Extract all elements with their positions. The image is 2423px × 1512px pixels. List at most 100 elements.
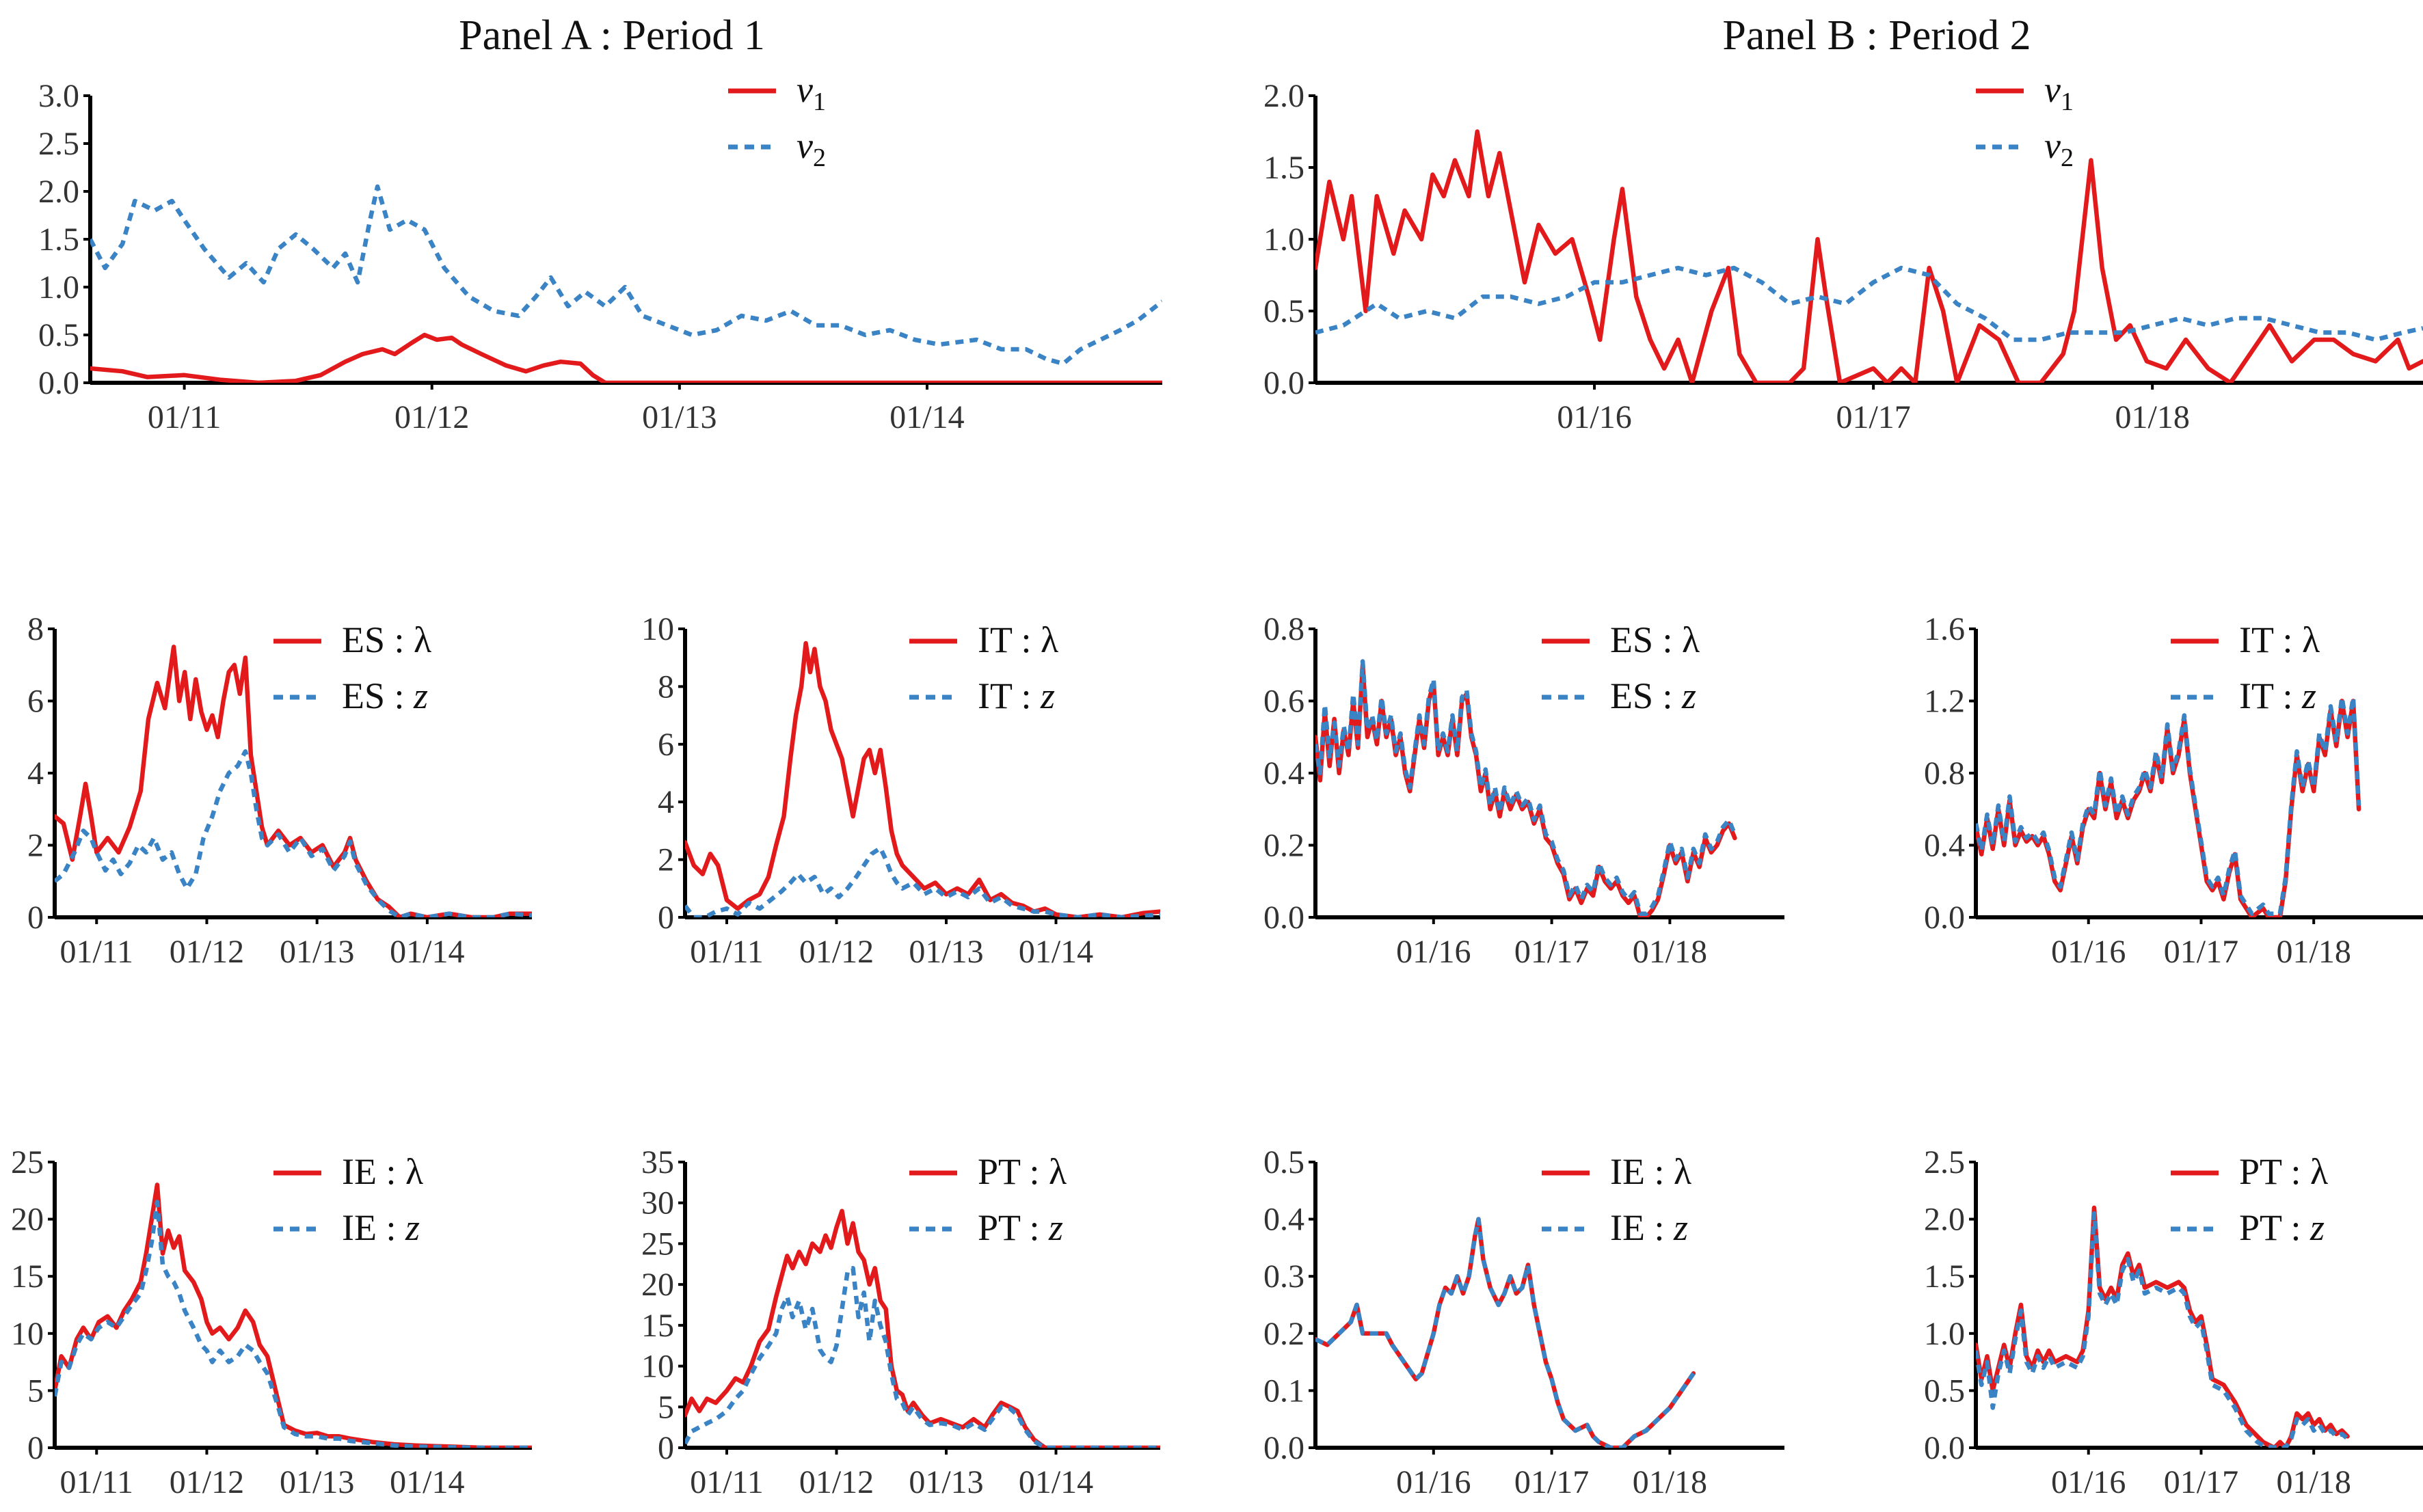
x-tick-label: 01/12	[799, 1464, 874, 1500]
y-tick-label: 10	[11, 1316, 44, 1352]
series-line-red	[55, 1183, 532, 1448]
x-tick-label: 01/11	[148, 399, 222, 435]
y-tick-label: 0.5	[38, 317, 79, 353]
legend-label: v2	[796, 125, 826, 172]
legend-label: PT : z	[2239, 1207, 2325, 1248]
y-tick-label: 1.0	[38, 269, 79, 306]
y-tick-label: 0.0	[1263, 1430, 1304, 1466]
y-tick-label: 1.5	[1924, 1258, 1965, 1295]
legend-item: PT : z	[909, 1207, 1063, 1248]
y-tick-label: 10	[641, 1349, 674, 1385]
series-line-blue	[1315, 659, 1737, 916]
x-tick-label: 01/17	[1514, 934, 1589, 970]
series-line-blue	[1315, 1217, 1696, 1448]
y-tick-label: 1.0	[1924, 1316, 1965, 1352]
y-tick-label: 2.0	[1924, 1202, 1965, 1238]
series-line-red	[685, 1209, 1160, 1448]
legend-label: IE : λ	[342, 1151, 423, 1192]
x-tick-label: 01/17	[2164, 934, 2238, 970]
series-line-blue	[685, 1266, 1160, 1448]
y-tick-label: 2.0	[1263, 78, 1304, 114]
x-tick-label: 01/14	[390, 1464, 464, 1500]
x-tick-label: 01/16	[1557, 399, 1631, 435]
y-tick-label: 2	[27, 828, 44, 864]
y-tick-label: 0.8	[1924, 755, 1965, 792]
legend-label: v1	[2044, 69, 2074, 116]
y-tick-label: 2.5	[1924, 1144, 1965, 1180]
x-tick-label: 01/16	[2051, 934, 2126, 970]
y-tick-label: 0.4	[1263, 1202, 1304, 1238]
legend-item: IE : λ	[273, 1151, 423, 1192]
legend-item: IE : z	[273, 1207, 420, 1248]
legend-label: v1	[796, 69, 826, 116]
y-tick-label: 1.5	[38, 221, 79, 258]
series-line-blue	[90, 184, 1162, 366]
series-line-blue	[685, 846, 1160, 917]
series-line-red	[55, 645, 532, 917]
x-tick-label: 01/13	[280, 1464, 354, 1500]
y-tick-label: 1.5	[1263, 150, 1304, 186]
y-tick-label: 0	[658, 900, 674, 936]
x-tick-label: 01/18	[1633, 1464, 1707, 1500]
series-line-red	[90, 332, 1162, 383]
x-tick-label: 01/13	[280, 934, 354, 970]
y-tick-label: 0.6	[1263, 684, 1304, 720]
chart-b_es: 0.0 0.2 0.4 0.6 0.8 01/16 01/17 01/18 ES : λ ES :…	[1263, 611, 1784, 970]
y-tick-label: 4	[27, 755, 44, 792]
y-tick-label: 20	[641, 1267, 674, 1303]
chart-a_it: 0 2 4 6 8 10 01/11 01/12 01/13 01/14 IT : λ IT : z	[641, 611, 1160, 970]
y-tick-label: 0.2	[1263, 1316, 1304, 1352]
legend-label: IE : z	[342, 1207, 420, 1248]
chart-b_it: 0.0 0.4 0.8 1.2 1.6 01/16 01/17 01/18 IT : λ IT :…	[1924, 611, 2423, 970]
legend-item: IE : λ	[1542, 1151, 1691, 1192]
legend-item: v1	[1976, 69, 2074, 116]
y-tick-label: 3.0	[38, 78, 79, 114]
y-tick-label: 25	[11, 1144, 44, 1180]
chart-b_top: 0.0 0.5 1.0 1.5 2.0 01/16 01/17 01/18 v1 v2	[1263, 69, 2423, 435]
chart-a_ie: 0 5 10 15 20 25 01/11 01/12 01/13 01/14 IE : λ IE :…	[11, 1144, 532, 1500]
y-tick-label: 15	[641, 1308, 674, 1344]
x-tick-label: 01/17	[1514, 1464, 1589, 1500]
legend-item: IT : λ	[909, 619, 1058, 660]
y-tick-label: 0.5	[1924, 1373, 1965, 1409]
y-tick-label: 0.4	[1263, 755, 1304, 792]
x-tick-label: 01/16	[2051, 1464, 2126, 1500]
x-tick-label: 01/17	[2164, 1464, 2238, 1500]
x-tick-label: 01/18	[2115, 399, 2190, 435]
legend-label: IE : λ	[1610, 1151, 1691, 1192]
legend-label: ES : z	[1610, 675, 1696, 716]
y-tick-label: 10	[641, 611, 674, 647]
y-tick-label: 2	[658, 842, 674, 878]
legend-item: v2	[728, 125, 826, 172]
legend-label: IE : z	[1610, 1207, 1688, 1248]
y-tick-label: 0	[27, 900, 44, 936]
x-tick-label: 01/14	[889, 399, 964, 435]
legend-label: PT : λ	[978, 1151, 1067, 1192]
legend-item: ES : λ	[1542, 619, 1700, 660]
chart-b_pt: 0.0 0.5 1.0 1.5 2.0 2.5 01/16 01/17 01/18 PT : λ P…	[1924, 1144, 2423, 1500]
panel-b-title: Panel B : Period 2	[1722, 12, 2031, 59]
y-tick-label: 0.5	[1263, 293, 1304, 329]
series-line-blue	[55, 1200, 532, 1448]
series-line-blue	[1976, 1211, 2349, 1448]
y-tick-label: 0.0	[1263, 365, 1304, 401]
y-tick-label: 0.4	[1924, 828, 1965, 864]
x-tick-label: 01/11	[59, 934, 133, 970]
y-tick-label: 0.0	[38, 365, 79, 401]
legend-item: IT : z	[909, 675, 1055, 716]
legend-item: ES : λ	[273, 619, 431, 660]
chart-a_top: 0.0 0.5 1.0 1.5 2.0 2.5 3.0 01/11 01/12 01/13 01/1…	[38, 69, 1162, 435]
y-tick-label: 2.5	[38, 126, 79, 162]
legend-item: PT : λ	[2171, 1151, 2328, 1192]
legend-label: ES : λ	[1610, 619, 1700, 660]
legend-item: PT : z	[2171, 1207, 2325, 1248]
x-tick-label: 01/11	[690, 1464, 764, 1500]
y-tick-label: 35	[641, 1144, 674, 1180]
x-tick-label: 01/16	[1396, 934, 1471, 970]
legend-label: v2	[2044, 125, 2074, 172]
legend-item: ES : z	[1542, 675, 1696, 716]
y-tick-label: 0.8	[1263, 611, 1304, 647]
y-tick-label: 0.0	[1924, 900, 1965, 936]
y-tick-label: 8	[27, 611, 44, 647]
